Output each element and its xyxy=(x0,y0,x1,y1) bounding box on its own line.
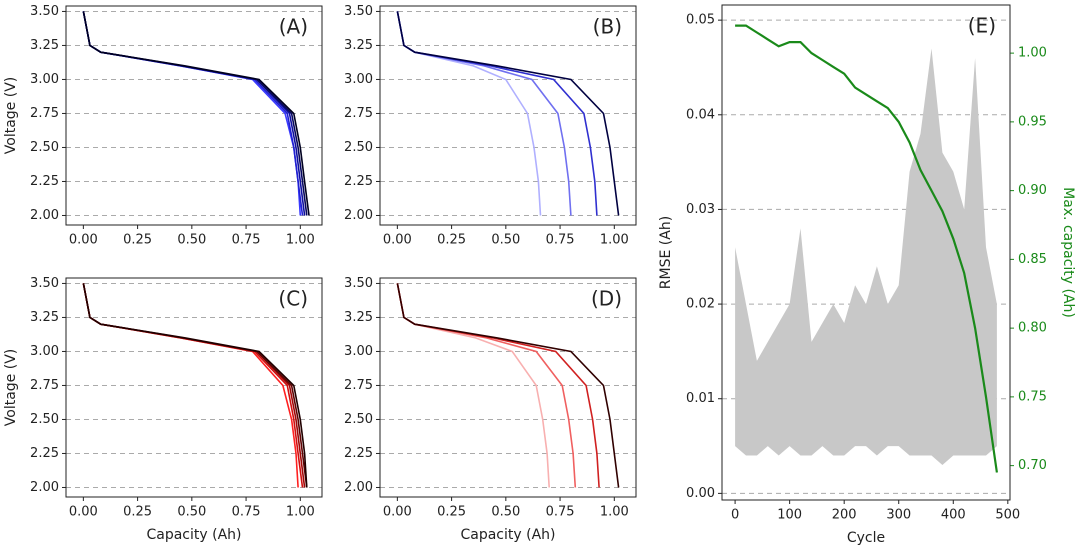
y-tick-label: 0.05 xyxy=(686,13,715,28)
x-tick-label: 0.00 xyxy=(383,233,412,248)
y2-tick-label: 0.90 xyxy=(1018,183,1047,198)
y-tick-label: 2.75 xyxy=(344,378,373,393)
x-tick-label: 0.75 xyxy=(232,233,261,248)
y2-tick-label: 1.00 xyxy=(1018,46,1047,61)
y-tick-label: 2.25 xyxy=(344,446,373,461)
y-tick-label: 3.50 xyxy=(30,276,59,291)
x-tick-label: 200 xyxy=(832,508,857,523)
y2-tick-label: 0.70 xyxy=(1018,458,1047,473)
x-tick-label: 500 xyxy=(995,508,1020,523)
panel-label: (D) xyxy=(591,287,622,311)
y-tick-label: 3.25 xyxy=(30,310,59,325)
discharge-curve xyxy=(396,283,620,488)
y-tick-label: 0.02 xyxy=(686,297,715,312)
x-tick-label: 0 xyxy=(731,508,739,523)
y2-tick-label: 0.80 xyxy=(1018,321,1047,336)
x-tick-label: 0.00 xyxy=(383,505,412,520)
x-tick-label: 0.00 xyxy=(69,233,98,248)
x-axis-label: Cycle xyxy=(847,530,885,546)
y-tick-label: 3.00 xyxy=(344,72,373,87)
x-tick-label: 300 xyxy=(886,508,911,523)
y2-axis-label: Max. capacity (Ah) xyxy=(1060,187,1076,318)
y-tick-label: 2.50 xyxy=(344,140,373,155)
x-tick-label: 0.50 xyxy=(491,233,520,248)
y-tick-label: 3.25 xyxy=(344,38,373,53)
discharge-curve xyxy=(396,11,620,216)
y-tick-label: 2.75 xyxy=(30,106,59,121)
x-tick-label: 1.00 xyxy=(600,505,629,520)
y-tick-label: 0.04 xyxy=(686,107,715,122)
rmse-band xyxy=(735,48,997,465)
discharge-curve xyxy=(396,283,577,488)
y-tick-label: 2.75 xyxy=(344,106,373,121)
x-tick-label: 100 xyxy=(777,508,802,523)
x-tick-label: 0.50 xyxy=(491,505,520,520)
y-tick-label: 2.25 xyxy=(30,174,59,189)
y-tick-label: 3.00 xyxy=(344,344,373,359)
y2-tick-label: 0.85 xyxy=(1018,252,1047,267)
y-tick-label: 3.00 xyxy=(30,344,59,359)
y-tick-label: 2.00 xyxy=(30,208,59,223)
y-tick-label: 2.50 xyxy=(344,412,373,427)
y-axis-label: Voltage (V) xyxy=(3,349,19,426)
x-tick-label: 0.00 xyxy=(69,505,98,520)
plot-frame xyxy=(65,277,323,498)
y-tick-label: 3.50 xyxy=(344,4,373,19)
y-tick-label: 2.50 xyxy=(30,140,59,155)
x-tick-label: 1.00 xyxy=(600,233,629,248)
discharge-curve xyxy=(82,11,310,216)
x-tick-label: 0.25 xyxy=(123,233,152,248)
y-axis-label: RMSE (Ah) xyxy=(658,216,674,289)
y-tick-label: 2.25 xyxy=(344,174,373,189)
plot-frame xyxy=(721,4,1011,501)
panel-label: (A) xyxy=(279,15,308,39)
x-axis-label: Capacity (Ah) xyxy=(146,527,241,543)
y-tick-label: 0.00 xyxy=(686,486,715,501)
y-tick-label: 2.00 xyxy=(344,208,373,223)
x-tick-label: 400 xyxy=(941,508,966,523)
y-tick-label: 3.25 xyxy=(344,310,373,325)
y2-tick-label: 0.95 xyxy=(1018,114,1047,129)
x-tick-label: 0.75 xyxy=(232,505,261,520)
plot-frame xyxy=(379,5,637,226)
y-tick-label: 2.75 xyxy=(30,378,59,393)
capacity-line xyxy=(735,24,998,473)
y-tick-label: 3.50 xyxy=(30,4,59,19)
y-tick-label: 3.50 xyxy=(344,276,373,291)
x-tick-label: 0.75 xyxy=(546,233,575,248)
y-tick-label: 3.00 xyxy=(30,72,59,87)
y-tick-label: 2.50 xyxy=(30,412,59,427)
x-axis-label: Capacity (Ah) xyxy=(460,527,555,543)
x-tick-label: 0.25 xyxy=(437,233,466,248)
x-tick-label: 0.50 xyxy=(177,505,206,520)
y-tick-label: 2.25 xyxy=(30,446,59,461)
y-tick-label: 0.03 xyxy=(686,202,715,217)
y-axis-label: Voltage (V) xyxy=(3,77,19,154)
y-tick-label: 2.00 xyxy=(344,480,373,495)
plot-frame xyxy=(379,277,637,498)
panel-label: (E) xyxy=(968,14,996,38)
plot-frame xyxy=(65,5,323,226)
x-tick-label: 1.00 xyxy=(286,505,315,520)
x-tick-label: 1.00 xyxy=(286,233,315,248)
panel-label: (B) xyxy=(593,15,622,39)
discharge-curve xyxy=(82,283,308,488)
x-tick-label: 0.25 xyxy=(437,505,466,520)
y2-tick-label: 0.75 xyxy=(1018,389,1047,404)
x-tick-label: 0.50 xyxy=(177,233,206,248)
panel-label: (C) xyxy=(278,287,308,311)
x-tick-label: 0.25 xyxy=(123,505,152,520)
x-tick-label: 0.75 xyxy=(546,505,575,520)
y-tick-label: 3.25 xyxy=(30,38,59,53)
y-tick-label: 0.01 xyxy=(686,391,715,406)
y-tick-label: 2.00 xyxy=(30,480,59,495)
